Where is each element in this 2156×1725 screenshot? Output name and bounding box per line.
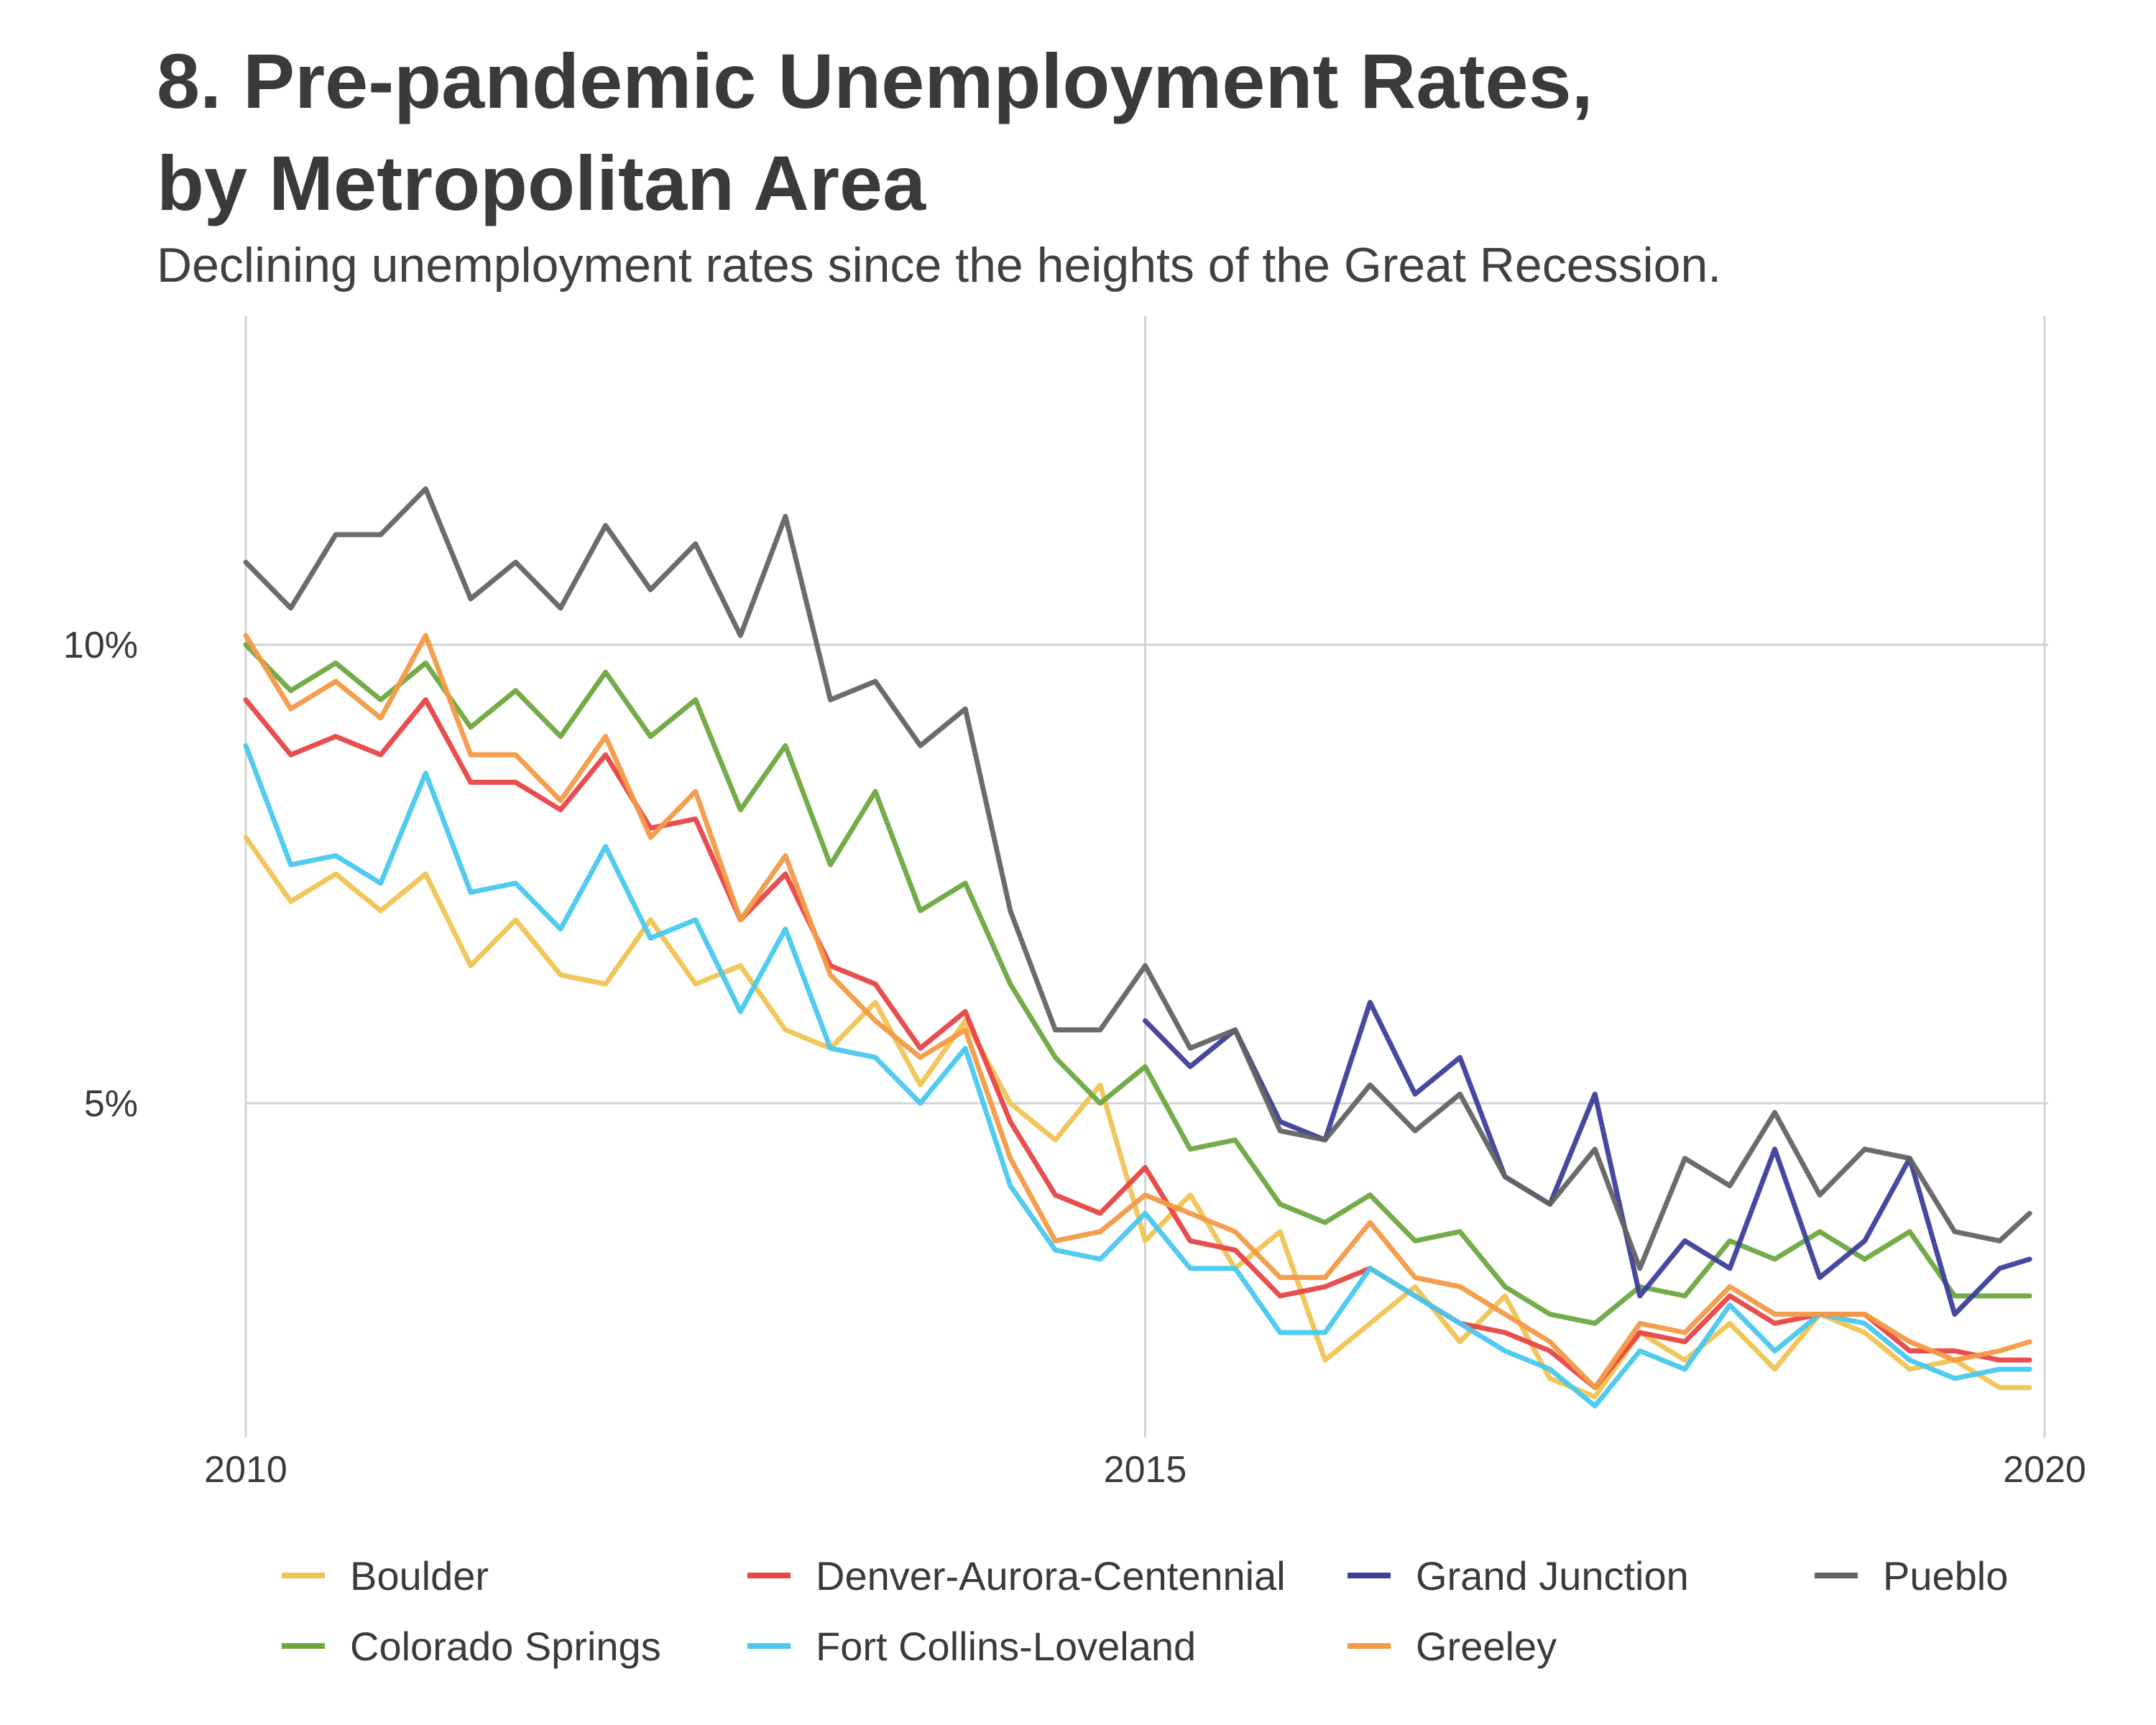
x-tick-label: 2015	[1104, 1449, 1187, 1491]
series-line-boulder	[243, 834, 2032, 1399]
legend-label-boulder: Boulder	[350, 1553, 489, 1598]
legend-label-fort-collins-loveland: Fort Collins-Loveland	[816, 1624, 1196, 1669]
x-tick-label: 2010	[204, 1449, 287, 1491]
chart-title: 8. Pre-pandemic Unemployment Rates, by M…	[157, 30, 2097, 234]
series-line-pueblo	[243, 486, 2032, 1271]
chart-subtitle: Declining unemployment rates since the h…	[157, 238, 1722, 293]
chart-grid	[244, 316, 2048, 1438]
series-line-fort-collins-loveland	[243, 742, 2032, 1409]
series-line-denver-aurora-centennial	[243, 697, 2032, 1391]
legend-label-grand-junction: Grand Junction	[1416, 1553, 1689, 1598]
legend-label-pueblo: Pueblo	[1883, 1553, 2008, 1598]
chart-title-line-2: by Metropolitan Area	[157, 139, 926, 226]
y-tick-label: 10%	[63, 625, 138, 666]
chart-title-line-1: 8. Pre-pandemic Unemployment Rates,	[157, 37, 1593, 124]
chart-legend: Boulder Colorado Springs Denver-Aurora-Cen…	[282, 1553, 2008, 1669]
chart-series	[243, 486, 2032, 1409]
legend-label-colorado-springs: Colorado Springs	[350, 1624, 661, 1669]
x-tick-label: 2020	[2003, 1449, 2086, 1491]
series-line-grand-junction	[1143, 1000, 2032, 1317]
series-line-greeley	[243, 632, 2032, 1391]
series-line-colorado-springs	[243, 642, 2032, 1326]
legend-label-denver-aurora-centennial: Denver-Aurora-Centennial	[816, 1553, 1286, 1598]
legend-label-greeley: Greeley	[1416, 1624, 1557, 1669]
y-tick-label: 5%	[84, 1083, 138, 1125]
chart-axes: 2010 2015 2020 5% 10%	[63, 625, 2086, 1491]
